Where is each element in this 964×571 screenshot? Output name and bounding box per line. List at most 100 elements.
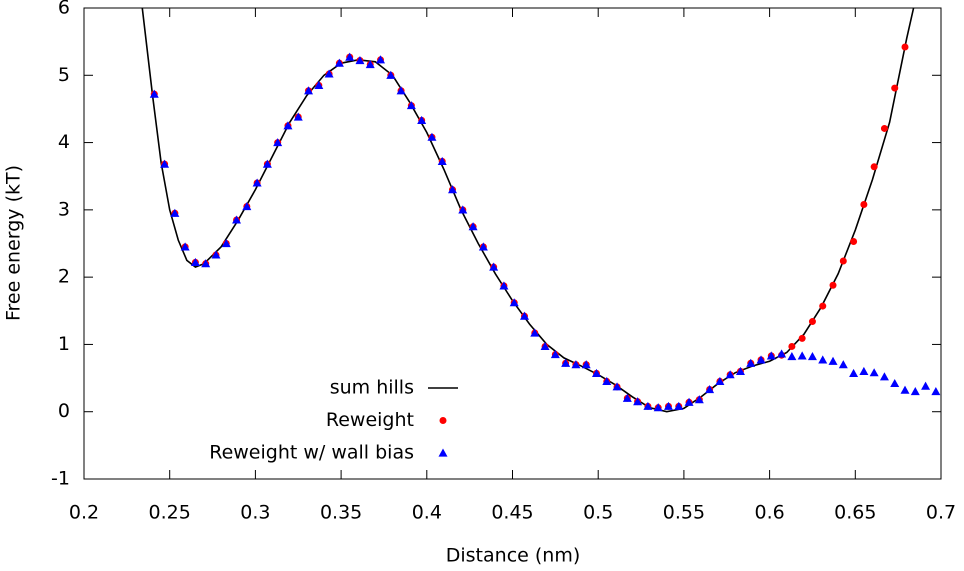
point <box>859 366 869 375</box>
y-tick-label: -1 <box>51 468 70 490</box>
point <box>334 58 344 67</box>
point <box>910 387 920 396</box>
x-tick-label: 0.6 <box>754 502 784 524</box>
point <box>170 208 180 217</box>
y-tick-label: 0 <box>58 400 70 422</box>
point <box>663 401 673 410</box>
x-tick-label: 0.4 <box>412 502 442 524</box>
point <box>921 381 931 390</box>
point <box>293 112 303 121</box>
point <box>499 281 509 290</box>
point <box>581 360 591 369</box>
point <box>458 205 468 214</box>
point <box>788 342 796 350</box>
y-tick-label: 4 <box>58 131 70 153</box>
point <box>427 132 437 141</box>
point <box>891 84 899 92</box>
point <box>735 366 745 375</box>
point <box>406 101 416 110</box>
point <box>787 352 797 361</box>
point <box>818 355 828 364</box>
point <box>561 358 571 367</box>
point <box>262 159 272 168</box>
point <box>869 368 879 377</box>
x-axis-label: Distance (nm) <box>446 545 581 567</box>
point <box>797 351 807 360</box>
line <box>141 8 915 413</box>
point <box>365 60 375 69</box>
point <box>870 163 878 171</box>
point <box>345 52 355 61</box>
point <box>304 86 314 95</box>
point <box>550 350 560 359</box>
point <box>807 352 817 361</box>
point <box>149 89 159 98</box>
point <box>221 239 231 248</box>
point <box>530 328 540 337</box>
point <box>252 178 262 187</box>
point <box>201 259 211 268</box>
x-tick-label: 0.35 <box>320 502 362 524</box>
legend-label: sum hills <box>330 377 414 399</box>
point <box>931 387 941 396</box>
point <box>489 262 499 271</box>
point <box>829 281 837 289</box>
x-tick-label: 0.3 <box>240 502 270 524</box>
point <box>602 376 612 386</box>
y-tick-label: 5 <box>58 64 70 86</box>
y-axis-label: Free energy (kT) <box>3 165 25 321</box>
y-tick-label: 2 <box>58 266 70 288</box>
point <box>355 55 365 65</box>
point <box>242 201 252 211</box>
point <box>386 70 396 79</box>
point <box>839 257 847 265</box>
point <box>160 159 170 168</box>
point <box>798 334 806 342</box>
point <box>612 382 622 391</box>
point <box>478 242 488 251</box>
point <box>819 302 827 310</box>
point <box>879 372 889 381</box>
point <box>232 215 242 224</box>
point <box>880 124 888 132</box>
point <box>756 355 766 364</box>
point <box>211 250 221 259</box>
point <box>643 401 653 410</box>
point <box>746 358 756 367</box>
point <box>437 156 447 166</box>
point <box>273 138 283 147</box>
x-tick-label: 0.55 <box>663 502 705 524</box>
point <box>901 43 909 51</box>
point <box>725 370 735 379</box>
legend-label: Reweight <box>326 409 414 431</box>
point <box>180 242 190 251</box>
point <box>571 360 581 369</box>
point <box>694 395 704 404</box>
x-tick-label: 0.5 <box>583 502 613 524</box>
plot-frame <box>83 7 942 480</box>
point <box>324 69 334 78</box>
point <box>283 121 293 130</box>
point <box>509 298 519 307</box>
x-tick-label: 0.7 <box>926 502 956 524</box>
point <box>591 368 601 377</box>
point <box>828 356 838 365</box>
point <box>890 378 900 388</box>
point <box>860 200 868 208</box>
x-tick-label: 0.45 <box>491 502 533 524</box>
point <box>808 318 816 326</box>
legend-symbol <box>438 448 448 457</box>
point <box>633 397 643 406</box>
point <box>900 385 910 394</box>
point <box>190 257 200 266</box>
x-tick-label: 0.2 <box>69 502 99 524</box>
plot-area <box>141 8 941 413</box>
legend-symbol <box>439 417 447 424</box>
point <box>838 360 848 369</box>
point <box>653 403 663 412</box>
point <box>766 351 776 360</box>
point <box>448 185 458 194</box>
x-tick-label: 0.65 <box>834 502 876 524</box>
point <box>850 237 858 245</box>
